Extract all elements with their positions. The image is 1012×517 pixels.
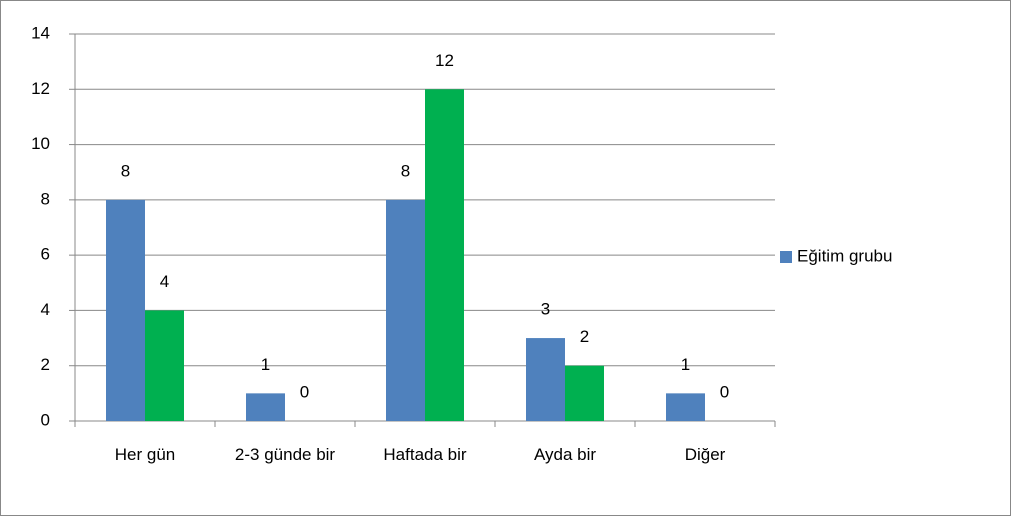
y-tick-label: 12	[31, 79, 50, 98]
bar	[425, 89, 464, 422]
x-tick-label: 2-3 günde bir	[234, 445, 336, 464]
bar	[526, 338, 565, 421]
bar	[106, 199, 145, 421]
data-label: 1	[681, 355, 690, 374]
data-label: 4	[160, 272, 169, 291]
y-tick-label: 4	[41, 300, 50, 319]
x-tick-label: Her gün	[114, 445, 176, 464]
x-tick-label: Haftada bir	[383, 445, 467, 464]
data-label: 1	[261, 355, 270, 374]
bar	[666, 393, 705, 421]
y-tick-label: 0	[41, 410, 50, 429]
x-tick-label: Diğer	[684, 445, 726, 464]
data-label: 8	[121, 161, 130, 180]
y-tick-label: 2	[41, 355, 50, 374]
data-label: 3	[541, 300, 550, 319]
data-label: 12	[435, 51, 454, 70]
x-tick-label: Ayda bir	[533, 445, 597, 464]
legend-swatch	[780, 251, 792, 263]
bar	[386, 199, 425, 421]
data-label: 8	[401, 161, 410, 180]
y-tick-label: 14	[31, 23, 50, 42]
data-label: 0	[720, 382, 729, 401]
bar	[246, 393, 285, 421]
data-label: 0	[300, 382, 309, 401]
data-label: 2	[580, 327, 589, 346]
y-tick-label: 6	[41, 245, 50, 264]
y-tick-label: 8	[41, 189, 50, 208]
legend-label: Eğitim grubu	[797, 246, 892, 265]
bar	[145, 310, 184, 421]
bar	[565, 365, 604, 421]
y-tick-label: 10	[31, 134, 50, 153]
